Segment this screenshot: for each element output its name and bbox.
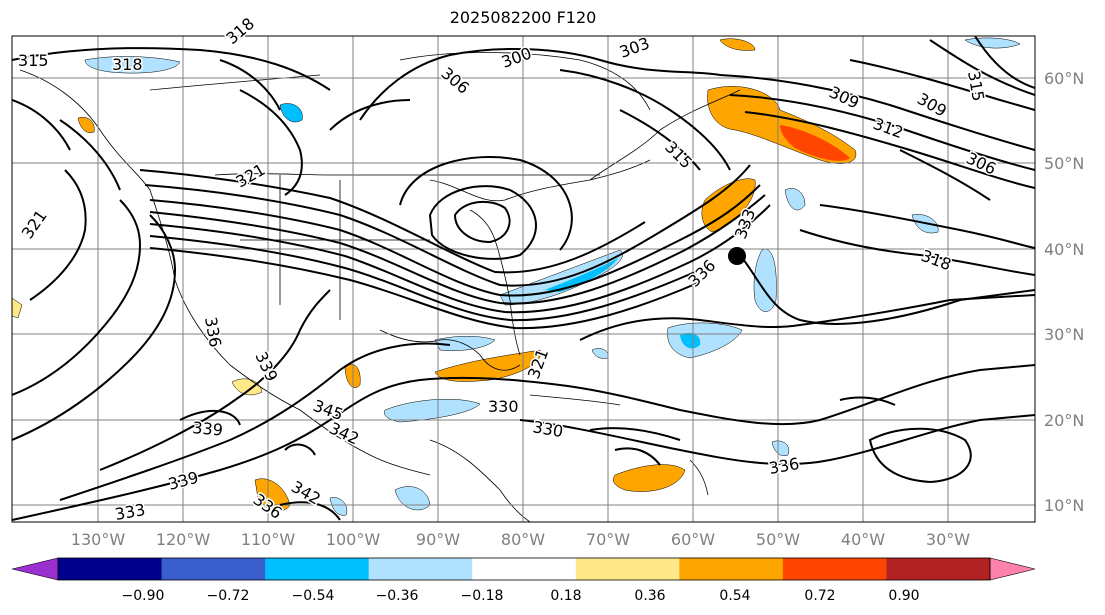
colorbar-segment [782,558,887,580]
shade-negative [753,248,777,312]
colorbar-extend-min [11,557,59,581]
coastlines [19,52,741,522]
gridlines [12,36,1035,522]
colorbar-frame [57,557,991,581]
shade-positive [12,297,23,319]
shade-negative [771,440,790,456]
storm-marker-dot [728,247,746,265]
colorbar-segment [472,558,577,580]
shade-negative [279,103,303,123]
colorbar-ticks: −0.90 −0.72 −0.54 −0.36 −0.18 0.18 0.36 … [122,588,920,604]
colorbar-segment [679,558,784,580]
shade-negative [329,497,348,516]
colorbar-tick-label: 0.72 [804,588,835,604]
shade-negative [384,398,481,423]
shade-negative [84,56,181,74]
shade-positive [434,349,541,382]
shade-positive [613,464,686,492]
colorbar-tick-label: −0.90 [122,588,165,604]
colorbar-segment [575,558,680,580]
colorbar-segment [161,558,266,580]
lat-tick: 10°N [1044,496,1084,515]
shade-negative [680,332,701,349]
shade-negative [784,188,806,211]
lon-tick: 100°W [326,530,381,549]
shading-layer [12,37,1021,516]
lat-tick: 60°N [1044,69,1084,88]
shade-positive [780,125,850,161]
contour-label: 315 [18,51,49,70]
colorbar-tick-label: 0.18 [550,588,581,604]
colorbar-tick-label: 0.90 [888,588,919,604]
colorbar-tick-label: −0.18 [461,588,504,604]
colorbar-segment [265,558,370,580]
colorbar-tick-label: −0.72 [207,588,250,604]
colorbar-tick-label: 0.54 [719,588,750,604]
shade-negative [499,249,623,306]
colorbar-extend-max [989,557,1036,581]
contour-label: 318 [112,55,143,74]
colorbar-segment [368,558,473,580]
shade-negative [545,258,618,292]
colorbar-tick-label: −0.54 [292,588,335,604]
lat-tick: 20°N [1044,411,1084,430]
contour-lines [12,36,1035,521]
colorbar-segment [58,558,163,580]
shade-negative [667,322,743,359]
map-title: 2025082200 F120 [449,8,597,27]
colorbar-segment [886,558,991,580]
lat-tick: 40°N [1044,240,1084,259]
lon-axis: 130°W 120°W 110°W 100°W 90°W 80°W 70°W 6… [71,530,970,549]
lon-tick: 80°W [501,530,545,549]
lon-tick: 40°W [841,530,885,549]
lon-tick: 70°W [586,530,630,549]
contour-label: 330 [488,397,519,416]
lon-tick: 110°W [241,530,296,549]
lat-tick: 30°N [1044,325,1084,344]
colorbar [11,557,1036,581]
lon-tick: 90°W [416,530,460,549]
contour-label: 339 [192,418,224,440]
shade-positive [719,38,756,51]
lon-tick: 30°W [926,530,970,549]
colorbar-tick-label: 0.36 [634,588,665,604]
shade-positive [77,117,95,133]
plot-border [11,35,1036,523]
lon-tick: 120°W [156,530,211,549]
lon-tick: 60°W [671,530,715,549]
colorbar-tick-label: −0.36 [376,588,419,604]
lon-tick: 50°W [756,530,800,549]
lat-tick: 50°N [1044,154,1084,173]
lat-axis: 60°N 50°N 40°N 30°N 20°N 10°N [1044,69,1084,515]
lon-tick: 130°W [71,530,126,549]
